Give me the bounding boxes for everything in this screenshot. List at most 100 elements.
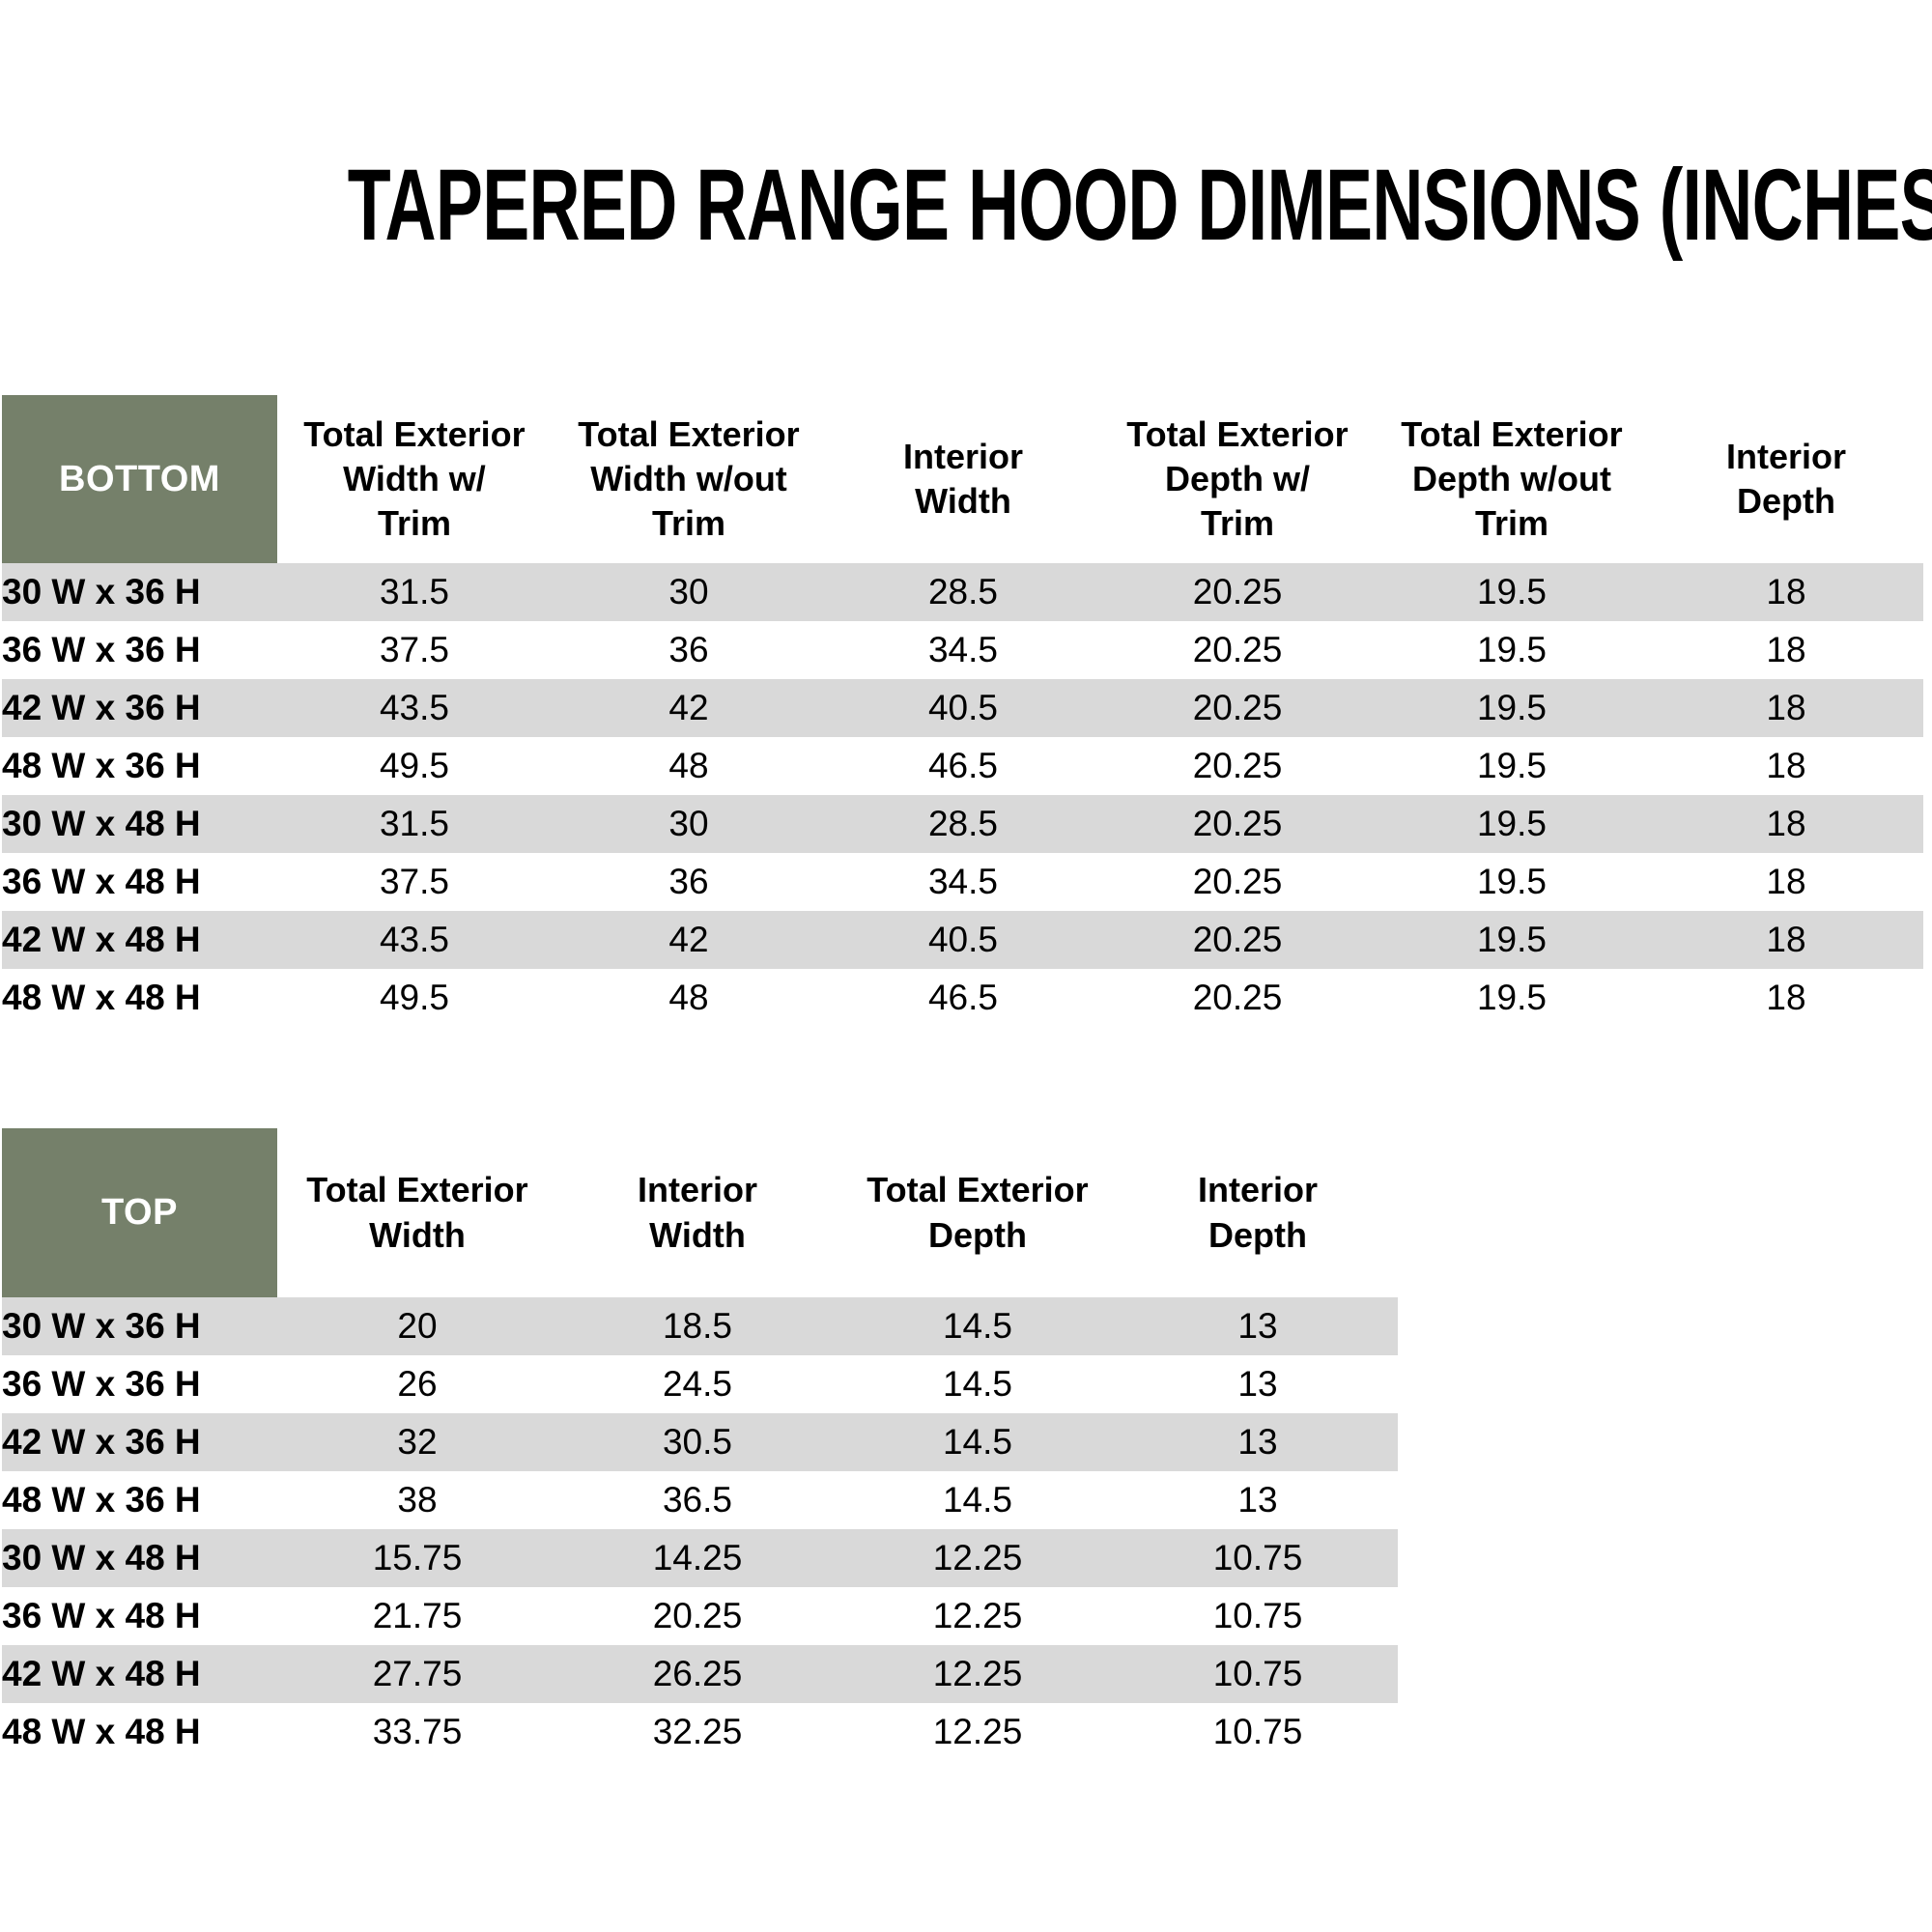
value-cell: 40.5 xyxy=(927,688,998,727)
column-header: Total Exterior Depth w/ Trim xyxy=(1100,395,1375,563)
value-cell: 14.5 xyxy=(942,1306,1012,1346)
top-corner-label: TOP xyxy=(2,1128,277,1297)
column-header: Total Exterior Depth w/out Trim xyxy=(1375,395,1649,563)
row-label: 30 W x 36 H xyxy=(2,572,201,611)
value-cell: 46.5 xyxy=(927,746,998,785)
value-cell: 42 xyxy=(668,920,709,959)
value-cell: 19.5 xyxy=(1476,862,1547,901)
value-cell: 38 xyxy=(397,1480,438,1520)
row-label: 42 W x 48 H xyxy=(2,920,201,959)
bottom-corner-label: BOTTOM xyxy=(2,395,277,563)
value-cell: 18 xyxy=(1766,804,1806,843)
table-row: 42 W x 48 H 43.5 42 40.5 20.25 19.5 18 xyxy=(2,911,1923,969)
table-row: 48 W x 36 H 49.5 48 46.5 20.25 19.5 18 xyxy=(2,737,1923,795)
bottom-dimensions-table: BOTTOM Total Exterior Width w/ Trim Tota… xyxy=(2,395,1923,1027)
table-row: 30 W x 48 H 15.75 14.25 12.25 10.75 xyxy=(2,1529,1398,1587)
value-cell: 42 xyxy=(668,688,709,727)
value-cell: 31.5 xyxy=(379,804,449,843)
value-cell: 32.25 xyxy=(652,1712,743,1751)
value-cell: 18 xyxy=(1766,746,1806,785)
value-cell: 26 xyxy=(397,1364,438,1404)
value-cell: 21.75 xyxy=(372,1596,463,1635)
value-cell: 40.5 xyxy=(927,920,998,959)
table-row: 48 W x 48 H 49.5 48 46.5 20.25 19.5 18 xyxy=(2,969,1923,1027)
table-row: 30 W x 36 H 31.5 30 28.5 20.25 19.5 18 xyxy=(2,563,1923,621)
table-row: 36 W x 36 H 37.5 36 34.5 20.25 19.5 18 xyxy=(2,621,1923,679)
row-label: 30 W x 48 H xyxy=(2,804,201,843)
page-title: TAPERED RANGE HOOD DIMENSIONS (INCHES) xyxy=(0,155,1932,256)
value-cell: 33.75 xyxy=(372,1712,463,1751)
value-cell: 18 xyxy=(1766,920,1806,959)
value-cell: 20.25 xyxy=(1192,862,1283,901)
value-cell: 20 xyxy=(397,1306,438,1346)
value-cell: 20.25 xyxy=(1192,572,1283,611)
page-title-text: TAPERED RANGE HOOD DIMENSIONS (INCHES) xyxy=(347,149,1932,262)
value-cell: 28.5 xyxy=(927,804,998,843)
row-label: 42 W x 36 H xyxy=(2,688,201,727)
row-label: 48 W x 48 H xyxy=(2,978,201,1017)
value-cell: 31.5 xyxy=(379,572,449,611)
table-row: 36 W x 48 H 21.75 20.25 12.25 10.75 xyxy=(2,1587,1398,1645)
row-label: 30 W x 48 H xyxy=(2,1538,201,1577)
table-row: 30 W x 36 H 20 18.5 14.5 13 xyxy=(2,1297,1398,1355)
value-cell: 30 xyxy=(668,804,709,843)
value-cell: 20.25 xyxy=(652,1596,743,1635)
value-cell: 10.75 xyxy=(1212,1654,1303,1693)
value-cell: 20.25 xyxy=(1192,920,1283,959)
value-cell: 19.5 xyxy=(1476,920,1547,959)
value-cell: 20.25 xyxy=(1192,804,1283,843)
value-cell: 10.75 xyxy=(1212,1538,1303,1577)
value-cell: 12.25 xyxy=(932,1654,1023,1693)
value-cell: 18 xyxy=(1766,630,1806,669)
table-row: 36 W x 48 H 37.5 36 34.5 20.25 19.5 18 xyxy=(2,853,1923,911)
value-cell: 19.5 xyxy=(1476,572,1547,611)
value-cell: 20.25 xyxy=(1192,746,1283,785)
value-cell: 34.5 xyxy=(927,862,998,901)
value-cell: 24.5 xyxy=(662,1364,732,1404)
value-cell: 30.5 xyxy=(662,1422,732,1462)
table-row: 42 W x 36 H 43.5 42 40.5 20.25 19.5 18 xyxy=(2,679,1923,737)
value-cell: 49.5 xyxy=(379,746,449,785)
value-cell: 19.5 xyxy=(1476,978,1547,1017)
value-cell: 15.75 xyxy=(372,1538,463,1577)
value-cell: 32 xyxy=(397,1422,438,1462)
row-label: 30 W x 36 H xyxy=(2,1306,201,1346)
value-cell: 14.5 xyxy=(942,1364,1012,1404)
table-row: 30 W x 48 H 31.5 30 28.5 20.25 19.5 18 xyxy=(2,795,1923,853)
value-cell: 48 xyxy=(668,978,709,1017)
value-cell: 12.25 xyxy=(932,1712,1023,1751)
spec-sheet-page: TAPERED RANGE HOOD DIMENSIONS (INCHES) B… xyxy=(0,155,1932,1932)
value-cell: 28.5 xyxy=(927,572,998,611)
value-cell: 10.75 xyxy=(1212,1712,1303,1751)
value-cell: 49.5 xyxy=(379,978,449,1017)
column-header: Interior Width xyxy=(557,1128,838,1297)
column-header: Interior Depth xyxy=(1649,395,1923,563)
value-cell: 19.5 xyxy=(1476,746,1547,785)
value-cell: 12.25 xyxy=(932,1538,1023,1577)
table-row: 48 W x 36 H 38 36.5 14.5 13 xyxy=(2,1471,1398,1529)
column-header: Interior Width xyxy=(826,395,1100,563)
row-label: 36 W x 48 H xyxy=(2,1596,201,1635)
value-cell: 18 xyxy=(1766,688,1806,727)
value-cell: 43.5 xyxy=(379,920,449,959)
table-row: 42 W x 36 H 32 30.5 14.5 13 xyxy=(2,1413,1398,1471)
row-label: 42 W x 36 H xyxy=(2,1422,201,1462)
column-header: Total Exterior Depth xyxy=(838,1128,1118,1297)
value-cell: 37.5 xyxy=(379,630,449,669)
row-label: 48 W x 36 H xyxy=(2,1480,201,1520)
value-cell: 46.5 xyxy=(927,978,998,1017)
row-label: 36 W x 48 H xyxy=(2,862,201,901)
value-cell: 18 xyxy=(1766,978,1806,1017)
value-cell: 19.5 xyxy=(1476,630,1547,669)
value-cell: 10.75 xyxy=(1212,1596,1303,1635)
value-cell: 14.5 xyxy=(942,1480,1012,1520)
value-cell: 14.25 xyxy=(652,1538,743,1577)
value-cell: 30 xyxy=(668,572,709,611)
row-label: 48 W x 36 H xyxy=(2,746,201,785)
value-cell: 48 xyxy=(668,746,709,785)
value-cell: 13 xyxy=(1237,1422,1278,1462)
value-cell: 12.25 xyxy=(932,1596,1023,1635)
top-header-row: TOP Total Exterior Width Interior Width … xyxy=(2,1128,1398,1297)
row-label: 48 W x 48 H xyxy=(2,1712,201,1751)
value-cell: 14.5 xyxy=(942,1422,1012,1462)
